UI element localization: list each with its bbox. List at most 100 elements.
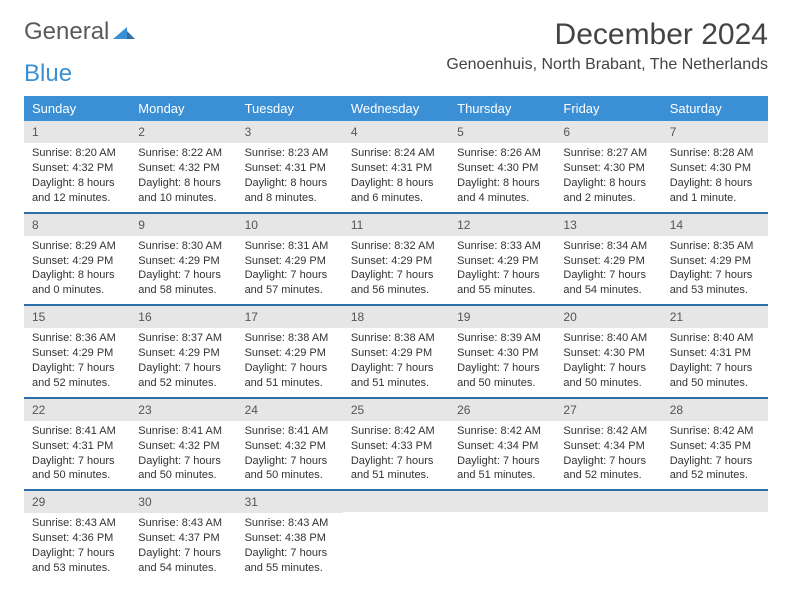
day-cell: 25Sunrise: 8:42 AMSunset: 4:33 PMDayligh… bbox=[343, 399, 449, 490]
day-cell: 19Sunrise: 8:39 AMSunset: 4:30 PMDayligh… bbox=[449, 306, 555, 397]
day-body: Sunrise: 8:42 AMSunset: 4:33 PMDaylight:… bbox=[343, 421, 449, 489]
dow-saturday: Saturday bbox=[662, 96, 768, 121]
day-cell: 7Sunrise: 8:28 AMSunset: 4:30 PMDaylight… bbox=[662, 121, 768, 212]
day-body: Sunrise: 8:38 AMSunset: 4:29 PMDaylight:… bbox=[343, 328, 449, 396]
dow-thursday: Thursday bbox=[449, 96, 555, 121]
day-cell-empty bbox=[662, 491, 768, 582]
day-body: Sunrise: 8:43 AMSunset: 4:38 PMDaylight:… bbox=[237, 513, 343, 581]
day-number: 14 bbox=[662, 214, 768, 236]
day-number: 1 bbox=[24, 121, 130, 143]
day-cell: 2Sunrise: 8:22 AMSunset: 4:32 PMDaylight… bbox=[130, 121, 236, 212]
day-cell: 24Sunrise: 8:41 AMSunset: 4:32 PMDayligh… bbox=[237, 399, 343, 490]
day-number: 29 bbox=[24, 491, 130, 513]
day-body: Sunrise: 8:42 AMSunset: 4:34 PMDaylight:… bbox=[555, 421, 661, 489]
day-cell: 15Sunrise: 8:36 AMSunset: 4:29 PMDayligh… bbox=[24, 306, 130, 397]
dow-row: Sunday Monday Tuesday Wednesday Thursday… bbox=[24, 96, 768, 121]
day-body: Sunrise: 8:23 AMSunset: 4:31 PMDaylight:… bbox=[237, 143, 343, 211]
day-body: Sunrise: 8:41 AMSunset: 4:31 PMDaylight:… bbox=[24, 421, 130, 489]
day-cell: 31Sunrise: 8:43 AMSunset: 4:38 PMDayligh… bbox=[237, 491, 343, 582]
day-body: Sunrise: 8:43 AMSunset: 4:37 PMDaylight:… bbox=[130, 513, 236, 581]
day-number: 26 bbox=[449, 399, 555, 421]
day-body: Sunrise: 8:38 AMSunset: 4:29 PMDaylight:… bbox=[237, 328, 343, 396]
day-cell: 23Sunrise: 8:41 AMSunset: 4:32 PMDayligh… bbox=[130, 399, 236, 490]
logo: General bbox=[24, 18, 135, 46]
day-number: 18 bbox=[343, 306, 449, 328]
day-number: 8 bbox=[24, 214, 130, 236]
day-number: 4 bbox=[343, 121, 449, 143]
day-number: 15 bbox=[24, 306, 130, 328]
day-body: Sunrise: 8:36 AMSunset: 4:29 PMDaylight:… bbox=[24, 328, 130, 396]
day-cell: 29Sunrise: 8:43 AMSunset: 4:36 PMDayligh… bbox=[24, 491, 130, 582]
week-row: 15Sunrise: 8:36 AMSunset: 4:29 PMDayligh… bbox=[24, 306, 768, 399]
week-row: 1Sunrise: 8:20 AMSunset: 4:32 PMDaylight… bbox=[24, 121, 768, 214]
calendar: Sunday Monday Tuesday Wednesday Thursday… bbox=[24, 96, 768, 582]
day-cell: 17Sunrise: 8:38 AMSunset: 4:29 PMDayligh… bbox=[237, 306, 343, 397]
day-body: Sunrise: 8:33 AMSunset: 4:29 PMDaylight:… bbox=[449, 236, 555, 304]
day-cell: 18Sunrise: 8:38 AMSunset: 4:29 PMDayligh… bbox=[343, 306, 449, 397]
dow-tuesday: Tuesday bbox=[237, 96, 343, 121]
day-body: Sunrise: 8:40 AMSunset: 4:31 PMDaylight:… bbox=[662, 328, 768, 396]
day-cell-empty bbox=[555, 491, 661, 582]
day-cell: 27Sunrise: 8:42 AMSunset: 4:34 PMDayligh… bbox=[555, 399, 661, 490]
day-cell-empty bbox=[449, 491, 555, 582]
day-cell: 8Sunrise: 8:29 AMSunset: 4:29 PMDaylight… bbox=[24, 214, 130, 305]
day-number: 16 bbox=[130, 306, 236, 328]
day-body: Sunrise: 8:31 AMSunset: 4:29 PMDaylight:… bbox=[237, 236, 343, 304]
day-body: Sunrise: 8:39 AMSunset: 4:30 PMDaylight:… bbox=[449, 328, 555, 396]
day-number: 12 bbox=[449, 214, 555, 236]
month-title: December 2024 bbox=[446, 18, 768, 52]
day-cell: 3Sunrise: 8:23 AMSunset: 4:31 PMDaylight… bbox=[237, 121, 343, 212]
day-cell: 1Sunrise: 8:20 AMSunset: 4:32 PMDaylight… bbox=[24, 121, 130, 212]
day-body: Sunrise: 8:24 AMSunset: 4:31 PMDaylight:… bbox=[343, 143, 449, 211]
day-body: Sunrise: 8:32 AMSunset: 4:29 PMDaylight:… bbox=[343, 236, 449, 304]
dow-monday: Monday bbox=[130, 96, 236, 121]
day-number: 2 bbox=[130, 121, 236, 143]
day-body: Sunrise: 8:35 AMSunset: 4:29 PMDaylight:… bbox=[662, 236, 768, 304]
day-number: 24 bbox=[237, 399, 343, 421]
day-cell: 21Sunrise: 8:40 AMSunset: 4:31 PMDayligh… bbox=[662, 306, 768, 397]
day-number: 13 bbox=[555, 214, 661, 236]
day-body: Sunrise: 8:28 AMSunset: 4:30 PMDaylight:… bbox=[662, 143, 768, 211]
day-cell: 11Sunrise: 8:32 AMSunset: 4:29 PMDayligh… bbox=[343, 214, 449, 305]
day-number: 7 bbox=[662, 121, 768, 143]
day-body: Sunrise: 8:26 AMSunset: 4:30 PMDaylight:… bbox=[449, 143, 555, 211]
dow-wednesday: Wednesday bbox=[343, 96, 449, 121]
day-cell: 16Sunrise: 8:37 AMSunset: 4:29 PMDayligh… bbox=[130, 306, 236, 397]
day-body: Sunrise: 8:43 AMSunset: 4:36 PMDaylight:… bbox=[24, 513, 130, 581]
day-number: 22 bbox=[24, 399, 130, 421]
day-number: 5 bbox=[449, 121, 555, 143]
day-cell-empty bbox=[343, 491, 449, 582]
day-number: 28 bbox=[662, 399, 768, 421]
day-body: Sunrise: 8:29 AMSunset: 4:29 PMDaylight:… bbox=[24, 236, 130, 304]
day-number: 17 bbox=[237, 306, 343, 328]
day-cell: 12Sunrise: 8:33 AMSunset: 4:29 PMDayligh… bbox=[449, 214, 555, 305]
day-number: 6 bbox=[555, 121, 661, 143]
day-cell: 26Sunrise: 8:42 AMSunset: 4:34 PMDayligh… bbox=[449, 399, 555, 490]
dow-friday: Friday bbox=[555, 96, 661, 121]
logo-text-blue: Blue bbox=[24, 60, 72, 87]
day-body: Sunrise: 8:41 AMSunset: 4:32 PMDaylight:… bbox=[237, 421, 343, 489]
day-number: 31 bbox=[237, 491, 343, 513]
day-number: 25 bbox=[343, 399, 449, 421]
day-cell: 20Sunrise: 8:40 AMSunset: 4:30 PMDayligh… bbox=[555, 306, 661, 397]
day-cell: 10Sunrise: 8:31 AMSunset: 4:29 PMDayligh… bbox=[237, 214, 343, 305]
day-body: Sunrise: 8:22 AMSunset: 4:32 PMDaylight:… bbox=[130, 143, 236, 211]
day-number: 19 bbox=[449, 306, 555, 328]
day-number: 3 bbox=[237, 121, 343, 143]
logo-text-general: General bbox=[24, 18, 109, 46]
day-cell: 30Sunrise: 8:43 AMSunset: 4:37 PMDayligh… bbox=[130, 491, 236, 582]
day-cell: 13Sunrise: 8:34 AMSunset: 4:29 PMDayligh… bbox=[555, 214, 661, 305]
day-number: 27 bbox=[555, 399, 661, 421]
day-number: 11 bbox=[343, 214, 449, 236]
day-body: Sunrise: 8:41 AMSunset: 4:32 PMDaylight:… bbox=[130, 421, 236, 489]
day-number: 23 bbox=[130, 399, 236, 421]
day-body: Sunrise: 8:42 AMSunset: 4:35 PMDaylight:… bbox=[662, 421, 768, 489]
week-row: 8Sunrise: 8:29 AMSunset: 4:29 PMDaylight… bbox=[24, 214, 768, 307]
day-body: Sunrise: 8:34 AMSunset: 4:29 PMDaylight:… bbox=[555, 236, 661, 304]
day-number: 9 bbox=[130, 214, 236, 236]
day-body: Sunrise: 8:20 AMSunset: 4:32 PMDaylight:… bbox=[24, 143, 130, 211]
logo-mark-icon bbox=[113, 18, 135, 46]
dow-sunday: Sunday bbox=[24, 96, 130, 121]
day-cell: 28Sunrise: 8:42 AMSunset: 4:35 PMDayligh… bbox=[662, 399, 768, 490]
day-cell: 22Sunrise: 8:41 AMSunset: 4:31 PMDayligh… bbox=[24, 399, 130, 490]
